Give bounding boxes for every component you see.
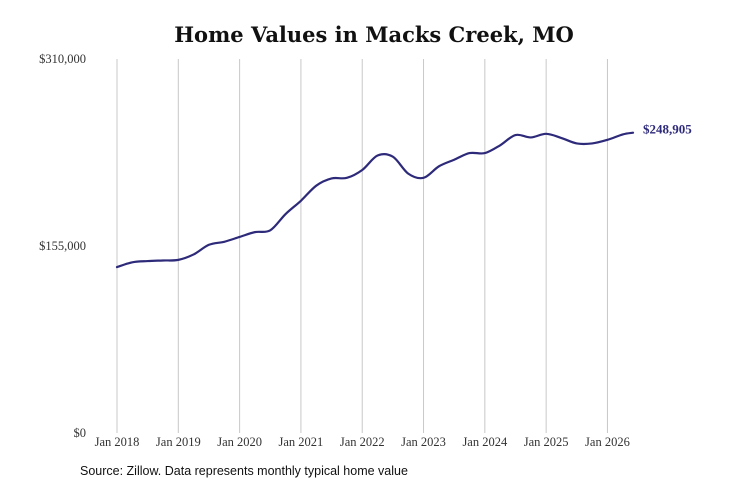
y-axis-ticks: $310,000 $155,000 $0 bbox=[39, 52, 86, 440]
x-tick-label: Jan 2026 bbox=[585, 435, 630, 449]
source-note: Source: Zillow. Data represents monthly … bbox=[80, 464, 408, 478]
series-line bbox=[115, 131, 635, 269]
x-tick-label: Jan 2024 bbox=[462, 435, 508, 449]
y-tick-label: $155,000 bbox=[39, 239, 86, 253]
grid-lines bbox=[116, 59, 608, 433]
chart-title: Home Values in Macks Creek, MO bbox=[174, 22, 574, 47]
series-layer: $248,905 bbox=[115, 122, 692, 269]
x-tick-label: Jan 2023 bbox=[401, 435, 446, 449]
y-tick-label: $310,000 bbox=[39, 52, 86, 66]
x-tick-label: Jan 2022 bbox=[340, 435, 385, 449]
end-value-label: $248,905 bbox=[643, 122, 692, 137]
x-tick-label: Jan 2020 bbox=[217, 435, 262, 449]
x-tick-label: Jan 2019 bbox=[156, 435, 201, 449]
x-tick-label: Jan 2021 bbox=[279, 435, 324, 449]
x-axis-ticks: Jan 2018 Jan 2019 Jan 2020 Jan 2021 Jan 2022… bbox=[95, 435, 630, 449]
y-tick-label: $0 bbox=[74, 426, 87, 440]
x-tick-label: Jan 2025 bbox=[524, 435, 569, 449]
x-tick-label: Jan 2018 bbox=[95, 435, 140, 449]
